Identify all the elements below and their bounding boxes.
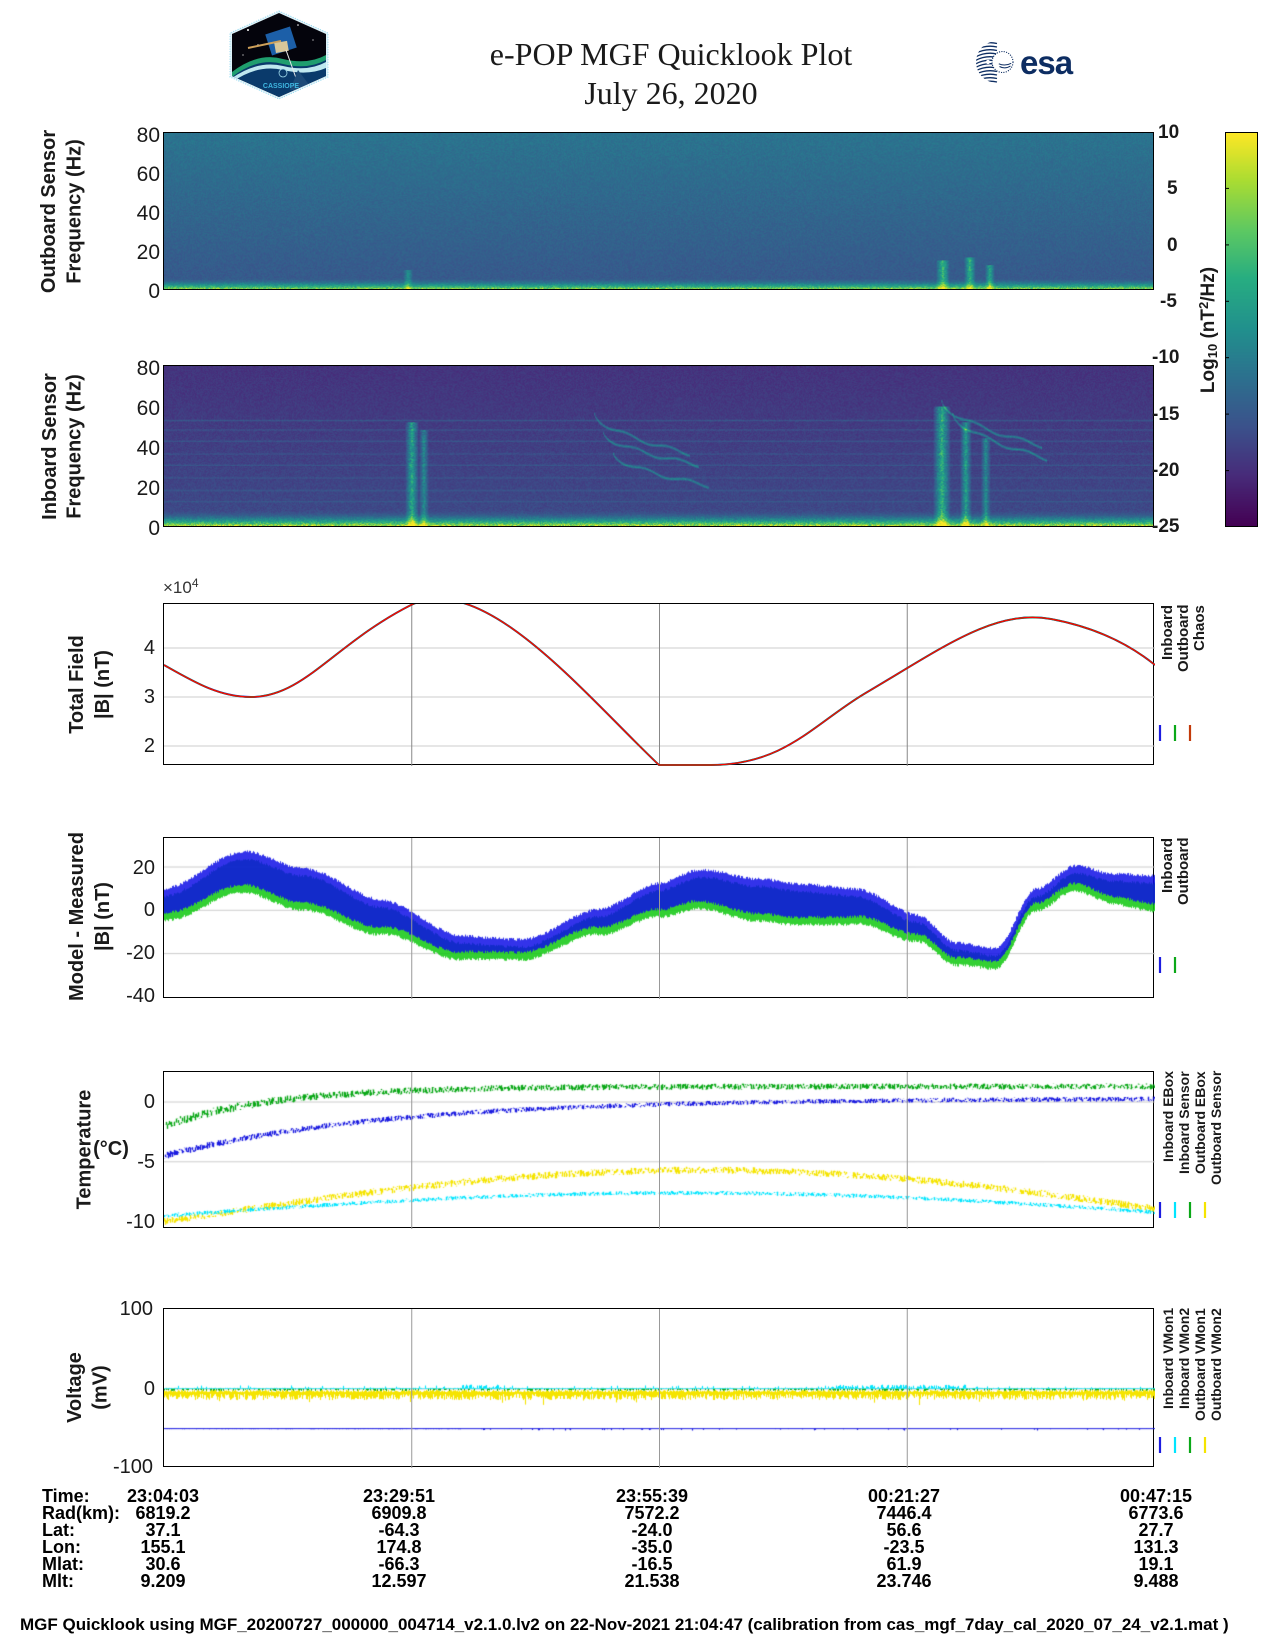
svg-text:CASSIOPE: CASSIOPE (263, 83, 300, 90)
svg-text:esa: esa (1020, 44, 1074, 81)
